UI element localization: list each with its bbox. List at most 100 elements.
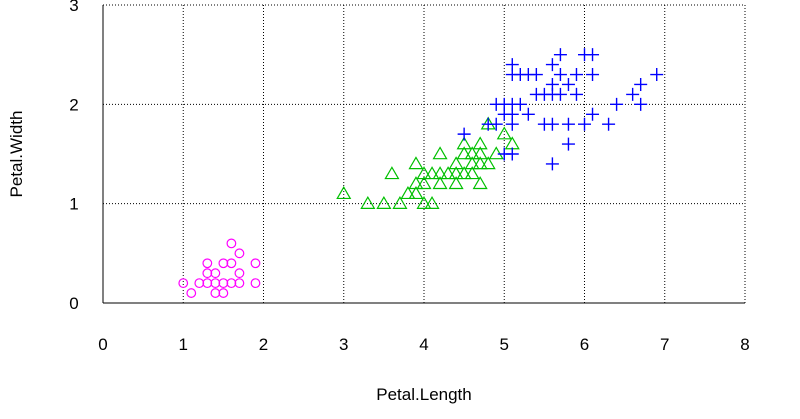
- point-triangle: [448, 156, 464, 170]
- x-tick-label: 1: [179, 335, 188, 354]
- point-plus: [578, 117, 591, 131]
- point-triangle: [488, 146, 504, 160]
- data-points: [178, 48, 664, 298]
- point-triangle: [472, 146, 488, 160]
- point-triangle: [416, 166, 432, 180]
- point-plus: [545, 117, 559, 131]
- point-triangle: [400, 186, 416, 200]
- point-plus: [634, 77, 648, 91]
- x-axis-ticks: 0 1 2 3 4 5 6 7 8: [98, 335, 749, 354]
- point-triangle: [472, 136, 488, 150]
- point-plus: [626, 87, 640, 101]
- point-circle: [218, 288, 229, 298]
- x-tick-label: 3: [339, 335, 348, 354]
- point-triangle: [408, 186, 424, 200]
- point-plus: [650, 68, 664, 82]
- y-tick-label: 0: [69, 294, 78, 313]
- point-plus: [586, 48, 600, 62]
- x-axis-title: Petal.Length: [376, 385, 471, 404]
- y-tick-label: 2: [69, 95, 78, 114]
- point-triangle: [456, 166, 472, 180]
- point-plus: [505, 58, 519, 72]
- point-triangle: [464, 156, 480, 170]
- point-triangle: [448, 176, 464, 190]
- point-triangle: [432, 166, 448, 180]
- x-tick-label: 2: [259, 335, 268, 354]
- point-circle: [234, 278, 245, 289]
- point-plus: [529, 68, 543, 82]
- x-tick-label: 4: [419, 335, 428, 354]
- point-circle: [234, 248, 245, 259]
- point-circle: [210, 288, 221, 298]
- point-triangle: [336, 186, 352, 200]
- point-circle: [186, 288, 197, 298]
- y-axis-ticks: 0 1 2 3: [69, 0, 78, 313]
- point-circle: [202, 258, 213, 269]
- point-triangle: [480, 156, 496, 170]
- point-circle: [250, 278, 261, 289]
- y-tick-label: 1: [69, 195, 78, 214]
- point-plus: [553, 87, 567, 101]
- x-tick-label: 8: [740, 335, 749, 354]
- plot-frame: [102, 4, 746, 304]
- point-triangle: [456, 146, 472, 160]
- point-triangle: [384, 166, 400, 180]
- x-tick-label: 7: [660, 335, 669, 354]
- point-circle: [210, 268, 221, 279]
- point-plus: [521, 107, 535, 121]
- point-plus: [610, 97, 624, 111]
- point-triangle: [432, 146, 448, 160]
- point-triangle: [448, 166, 464, 180]
- point-triangle: [456, 136, 472, 150]
- point-circle: [202, 278, 213, 289]
- point-plus: [505, 147, 519, 161]
- point-plus: [634, 97, 648, 111]
- y-tick-label: 3: [69, 0, 78, 15]
- point-plus: [457, 127, 471, 141]
- point-circle: [178, 278, 189, 289]
- point-plus: [561, 137, 575, 151]
- point-plus: [553, 48, 567, 62]
- point-plus: [553, 68, 567, 82]
- point-plus: [545, 157, 559, 171]
- point-triangle: [496, 126, 512, 140]
- y-axis-title: Petal.Width: [7, 111, 26, 198]
- x-tick-label: 6: [580, 335, 589, 354]
- point-triangle: [360, 195, 376, 209]
- point-circle: [250, 258, 261, 269]
- point-circle: [202, 268, 213, 279]
- point-triangle: [408, 176, 424, 190]
- point-triangle: [472, 156, 488, 170]
- point-plus: [561, 117, 575, 131]
- point-triangle: [472, 176, 488, 190]
- point-triangle: [392, 195, 408, 209]
- point-plus: [586, 68, 600, 82]
- x-tick-label: 0: [98, 335, 107, 354]
- point-circle: [226, 278, 237, 289]
- point-plus: [602, 117, 616, 131]
- point-triangle: [416, 176, 432, 190]
- point-triangle: [440, 166, 456, 180]
- point-plus: [569, 68, 583, 82]
- point-plus: [545, 58, 559, 72]
- point-plus: [489, 117, 503, 131]
- point-plus: [561, 77, 575, 91]
- point-triangle: [424, 166, 440, 180]
- point-plus: [545, 77, 559, 91]
- point-triangle: [464, 146, 480, 160]
- point-circle: [210, 278, 221, 289]
- point-triangle: [376, 195, 392, 209]
- point-triangle: [424, 195, 440, 209]
- point-plus: [569, 87, 583, 101]
- point-circle: [218, 278, 229, 289]
- point-plus: [586, 107, 600, 121]
- point-plus: [513, 97, 527, 111]
- point-circle: [218, 258, 229, 269]
- point-triangle: [408, 156, 424, 170]
- point-circle: [226, 258, 237, 269]
- x-tick-label: 5: [500, 335, 509, 354]
- grid: [102, 5, 745, 304]
- point-circle: [234, 268, 245, 279]
- point-triangle: [432, 176, 448, 190]
